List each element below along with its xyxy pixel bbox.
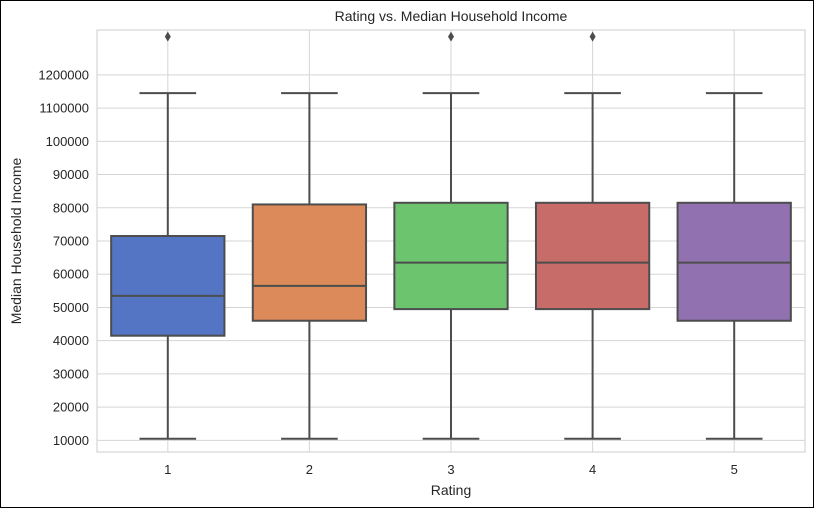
y-axis-label: Median Household Income: [8, 158, 24, 325]
y-tick-label: 70000: [53, 234, 89, 249]
x-tick-label: 5: [731, 462, 738, 477]
y-tick-label: 40000: [53, 333, 89, 348]
y-tick-label: 1100000: [39, 101, 89, 116]
y-tick-label: 60000: [53, 267, 89, 282]
x-tick-label: 1: [164, 462, 171, 477]
x-tick-label: 4: [589, 462, 596, 477]
outlier-point: [448, 31, 454, 42]
y-tick-label: 50000: [53, 300, 89, 315]
y-tick-label: 100000: [46, 134, 89, 149]
y-tick-label: 10000: [53, 433, 89, 448]
x-tick-label: 2: [306, 462, 313, 477]
iqr-box: [110, 235, 226, 337]
box-4: [534, 31, 651, 440]
box-3: [393, 31, 509, 440]
box-5: [676, 92, 792, 440]
tick-layer: 10000 20000 30000 40000 50000 60000 70000 80000…: [38, 67, 737, 477]
iqr-box: [251, 203, 368, 322]
box-2: [251, 92, 368, 440]
y-tick-label: 1200000: [38, 67, 89, 82]
y-tick-label: 20000: [53, 400, 89, 415]
x-tick-label: 3: [447, 462, 454, 477]
y-tick-label: 80000: [53, 200, 89, 215]
box-1: [110, 31, 226, 440]
outlier-point: [589, 31, 596, 42]
y-tick-label: 30000: [53, 366, 89, 381]
x-axis-label: Rating: [431, 482, 471, 498]
outlier-point: [164, 31, 171, 42]
box-layer: [110, 31, 792, 440]
chart-title: Rating vs. Median Household Income: [335, 8, 568, 24]
iqr-box: [534, 201, 651, 311]
y-tick-label: 90000: [53, 167, 89, 182]
iqr-box: [393, 201, 509, 311]
